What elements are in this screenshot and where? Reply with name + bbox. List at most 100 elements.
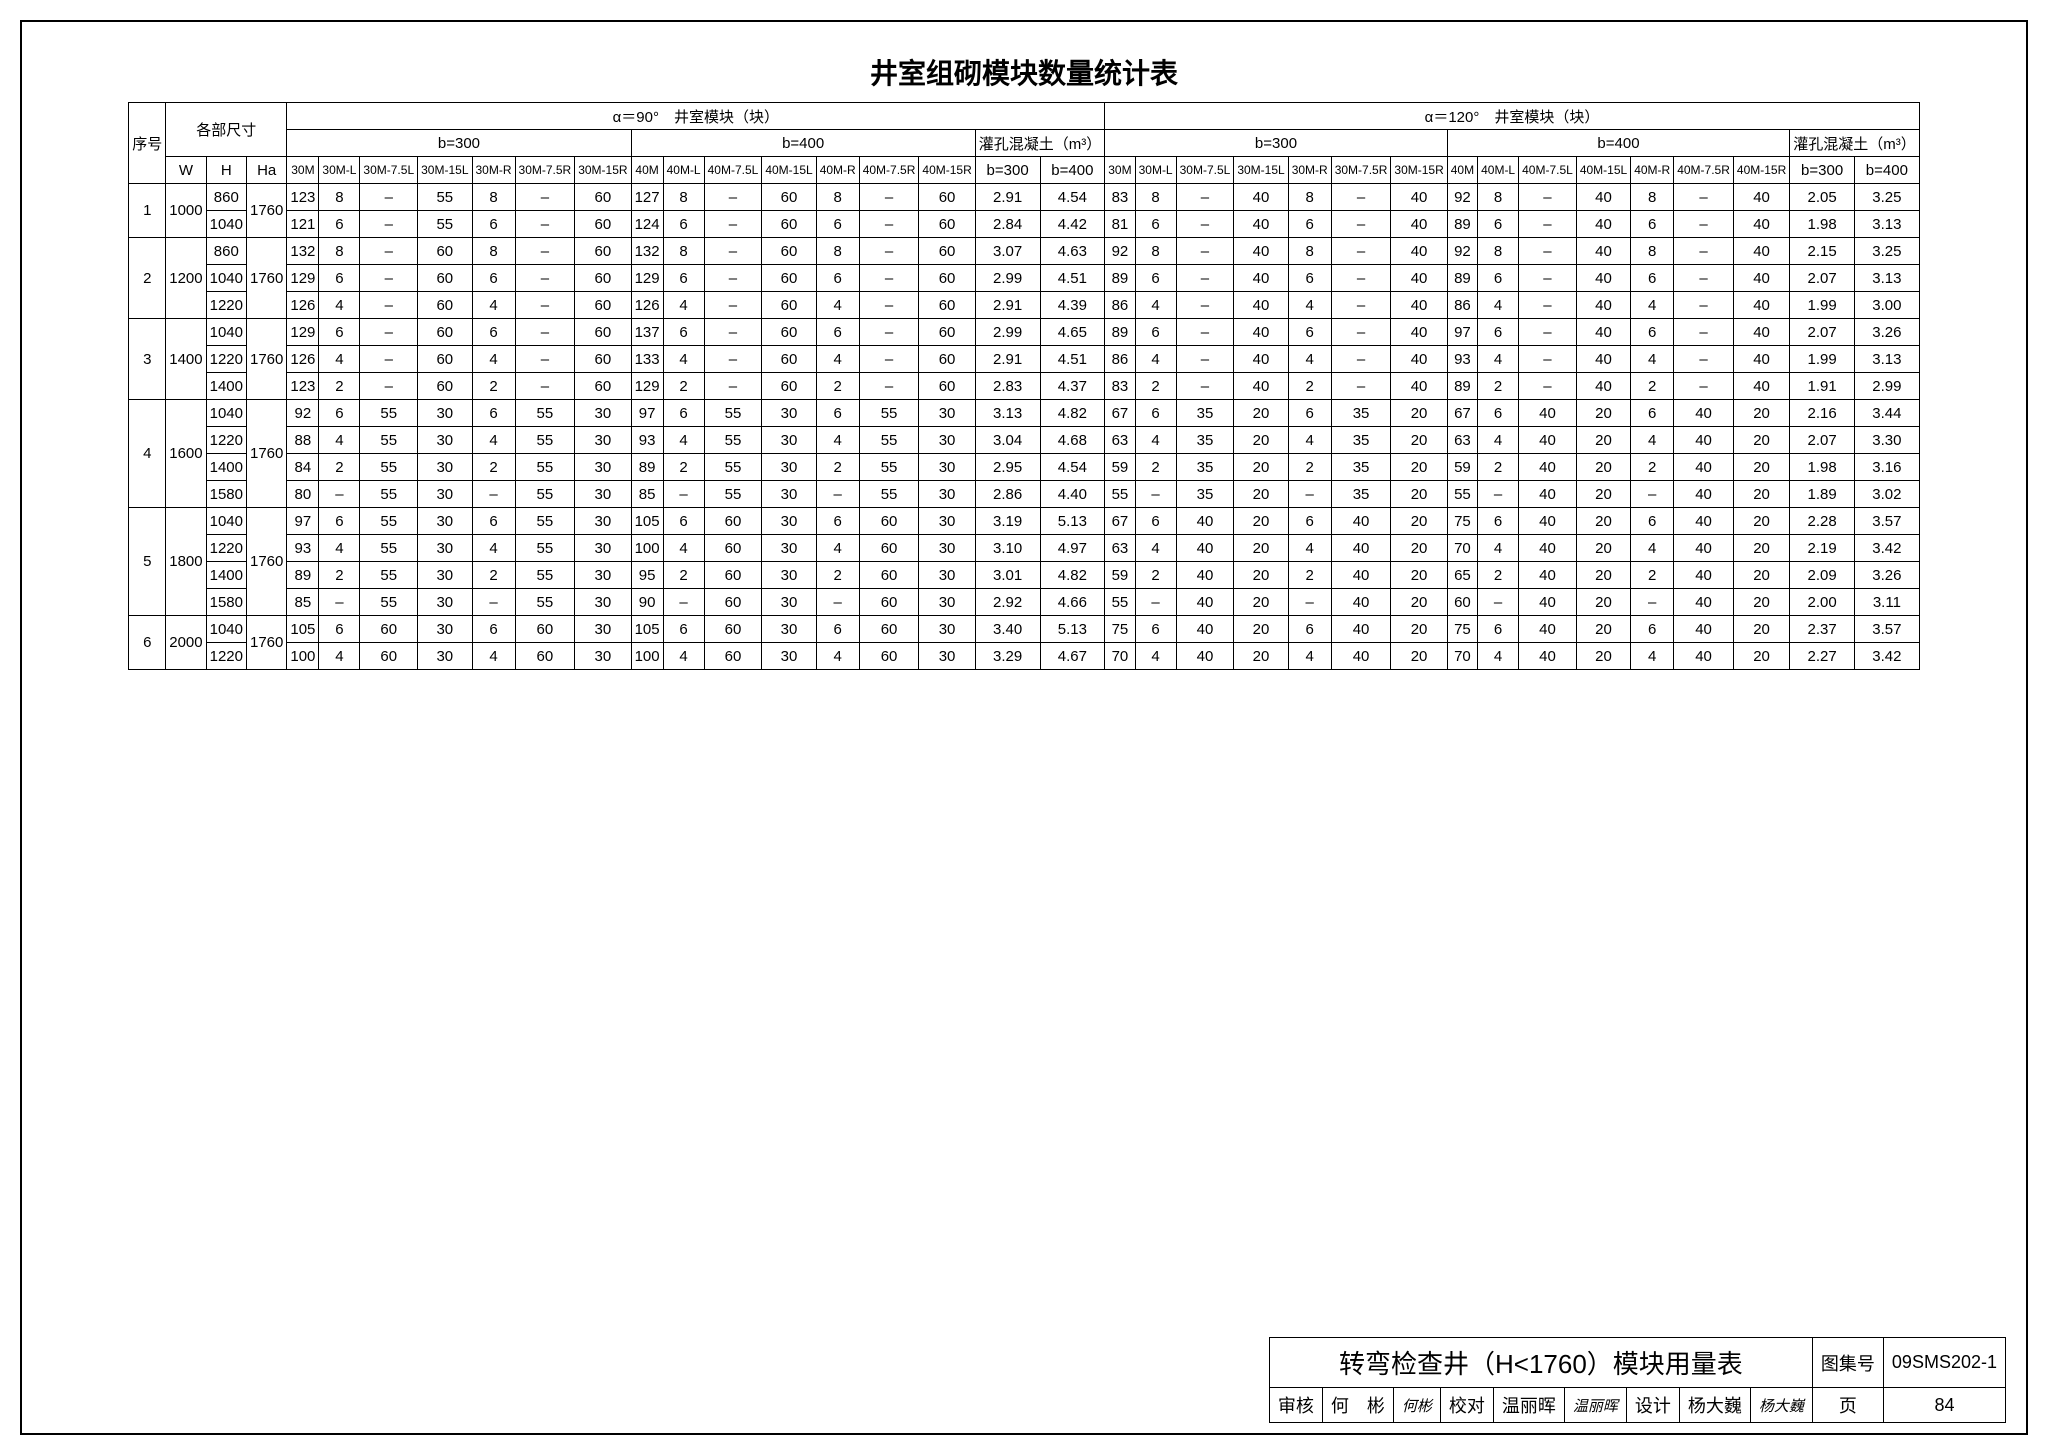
data-cell: 30 <box>418 643 472 670</box>
data-cell: 4 <box>1478 643 1519 670</box>
data-cell: 2 <box>472 373 515 400</box>
data-cell: 126 <box>631 292 663 319</box>
data-cell: 6 <box>319 265 360 292</box>
data-cell: 40 <box>1331 562 1391 589</box>
data-cell: 6 <box>1135 400 1176 427</box>
table-row: 2120086017601328–608–601328–608–603.074.… <box>129 238 1920 265</box>
data-cell: 40 <box>1519 454 1577 481</box>
data-cell: 55 <box>859 400 919 427</box>
data-cell: 60 <box>575 184 631 211</box>
data-cell: 40 <box>1234 184 1288 211</box>
table-header: 40M <box>1447 157 1477 184</box>
data-cell: 20 <box>1576 589 1630 616</box>
page-no: 84 <box>1883 1388 2005 1423</box>
data-cell: 40 <box>1519 643 1577 670</box>
data-cell: 6 <box>816 211 859 238</box>
concrete-cell: 4.82 <box>1040 562 1105 589</box>
table-row: 158085–5530–553090–6030–60302.924.6655–4… <box>129 589 1920 616</box>
data-cell: 2 <box>663 562 704 589</box>
data-cell: – <box>515 211 575 238</box>
data-cell: 55 <box>704 481 762 508</box>
data-cell: 40 <box>1674 454 1734 481</box>
data-cell: 30 <box>575 400 631 427</box>
table-header: 40M-R <box>816 157 859 184</box>
table-header: b=300 <box>1105 130 1448 157</box>
data-cell: 60 <box>575 319 631 346</box>
data-cell: 20 <box>1391 562 1447 589</box>
data-table: 序号各部尺寸α＝90° 井室模块（块）α＝120° 井室模块（块）b=300b=… <box>128 102 1920 670</box>
data-cell: 30 <box>919 454 975 481</box>
data-cell: 6 <box>1288 508 1331 535</box>
table-header: H <box>206 157 246 184</box>
page-label: 页 <box>1812 1388 1883 1423</box>
data-cell: – <box>816 589 859 616</box>
data-cell: – <box>1674 265 1734 292</box>
data-cell: 40 <box>1576 292 1630 319</box>
data-cell: 67 <box>1105 400 1135 427</box>
data-cell: – <box>1519 292 1577 319</box>
data-cell: 60 <box>859 562 919 589</box>
data-cell: – <box>515 292 575 319</box>
data-cell: 60 <box>575 346 631 373</box>
data-cell: 6 <box>1288 211 1331 238</box>
footer-block: 转弯检查井（H<1760）模块用量表 图集号 09SMS202-1 审核 何 彬… <box>1269 1337 2006 1423</box>
data-cell: 60 <box>762 265 816 292</box>
table-row: 10401296–606–601296–606–602.994.51896–40… <box>129 265 1920 292</box>
data-cell: 80 <box>287 481 319 508</box>
table-row: 14001232–602–601292–602–602.834.37832–40… <box>129 373 1920 400</box>
data-cell: 4 <box>1288 427 1331 454</box>
concrete-cell: 1.98 <box>1790 211 1855 238</box>
data-cell: – <box>704 292 762 319</box>
concrete-cell: 4.54 <box>1040 184 1105 211</box>
data-cell: 86 <box>1105 292 1135 319</box>
concrete-cell: 3.30 <box>1855 427 1920 454</box>
data-cell: 81 <box>1105 211 1135 238</box>
data-cell: 20 <box>1234 589 1288 616</box>
data-cell: 2 <box>816 373 859 400</box>
data-cell: 2 <box>663 373 704 400</box>
data-cell: 100 <box>631 643 663 670</box>
data-cell: 55 <box>515 562 575 589</box>
data-cell: 60 <box>859 616 919 643</box>
data-cell: 40 <box>1234 292 1288 319</box>
data-cell: 6 <box>319 211 360 238</box>
h-cell: 1040 <box>206 211 246 238</box>
table-row: 158080–5530–553085–5530–55302.864.4055–3… <box>129 481 1920 508</box>
data-cell: 30 <box>575 535 631 562</box>
concrete-cell: 2.99 <box>1855 373 1920 400</box>
table-header: b=400 <box>631 130 975 157</box>
concrete-cell: 2.19 <box>1790 535 1855 562</box>
data-cell: 60 <box>418 238 472 265</box>
concrete-cell: 3.13 <box>975 400 1040 427</box>
table-header: b=300 <box>975 157 1040 184</box>
h-cell: 1220 <box>206 427 246 454</box>
data-cell: 2 <box>1478 373 1519 400</box>
data-cell: 20 <box>1576 535 1630 562</box>
data-cell: 100 <box>287 643 319 670</box>
w-cell: 1400 <box>166 319 206 400</box>
data-cell: 20 <box>1576 481 1630 508</box>
data-cell: – <box>1478 589 1519 616</box>
data-cell: 4 <box>1288 346 1331 373</box>
data-cell: 105 <box>287 616 319 643</box>
checker: 温丽晖 <box>1493 1388 1564 1423</box>
ha-cell: 1760 <box>247 319 287 400</box>
concrete-cell: 3.11 <box>1855 589 1920 616</box>
concrete-cell: 2.07 <box>1790 427 1855 454</box>
data-cell: 4 <box>1135 427 1176 454</box>
data-cell: 4 <box>319 292 360 319</box>
data-cell: 40 <box>1674 481 1734 508</box>
data-cell: 55 <box>1105 589 1135 616</box>
data-cell: 89 <box>1105 319 1135 346</box>
table-header: 40M-R <box>1631 157 1674 184</box>
data-cell: – <box>360 346 418 373</box>
data-cell: – <box>1674 319 1734 346</box>
h-cell: 1040 <box>206 319 246 346</box>
data-cell: – <box>1288 589 1331 616</box>
data-cell: 126 <box>287 292 319 319</box>
concrete-cell: 2.99 <box>975 265 1040 292</box>
data-cell: 55 <box>1447 481 1477 508</box>
data-cell: 60 <box>762 211 816 238</box>
data-cell: 30 <box>762 454 816 481</box>
data-cell: 92 <box>1447 238 1477 265</box>
